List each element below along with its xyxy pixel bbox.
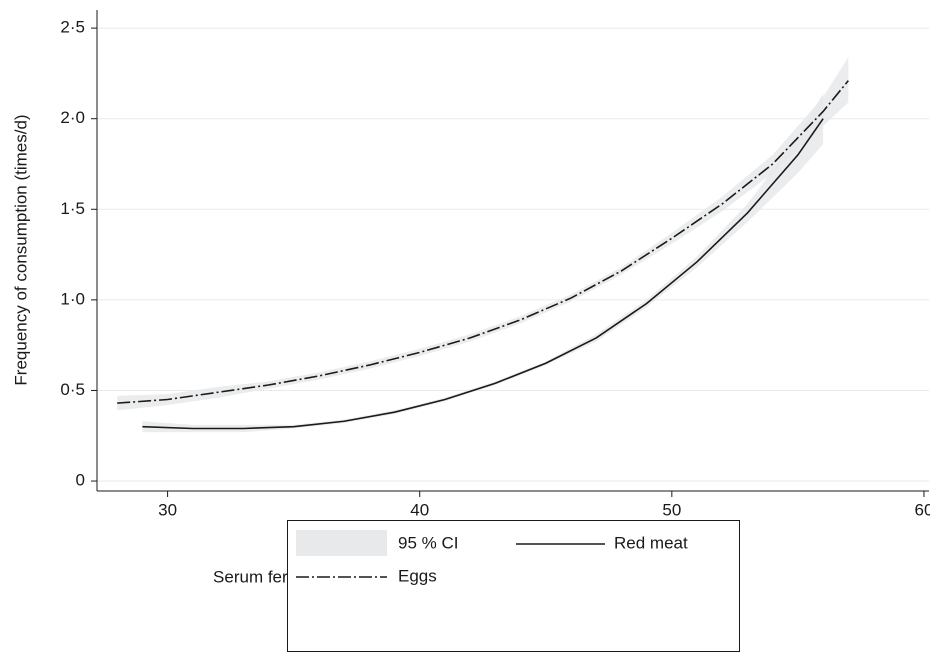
x-tick-label: 50 (662, 500, 681, 519)
legend-label: Eggs (398, 566, 437, 585)
legend-ci-swatch (296, 530, 387, 556)
ci-band (142, 93, 824, 433)
y-tick-label: 1·5 (60, 199, 85, 218)
y-tick-label: 0·5 (60, 380, 85, 399)
y-tick-label: 2·0 (60, 108, 85, 127)
ci-band (117, 57, 849, 411)
x-tick-label: 30 (158, 500, 177, 519)
legend-label: Red meat (614, 533, 688, 552)
y-tick-label: 1·0 (60, 289, 85, 308)
x-tick-label: 40 (410, 500, 429, 519)
y-axis-label: Frequency of consumption (times/d) (11, 114, 30, 385)
x-tick-label: 60 (914, 500, 930, 519)
series-line (117, 80, 849, 404)
series-line (142, 118, 824, 430)
legend-label: 95 % CI (398, 533, 458, 552)
y-tick-label: 0 (76, 471, 85, 490)
y-tick-label: 2·5 (60, 18, 85, 37)
